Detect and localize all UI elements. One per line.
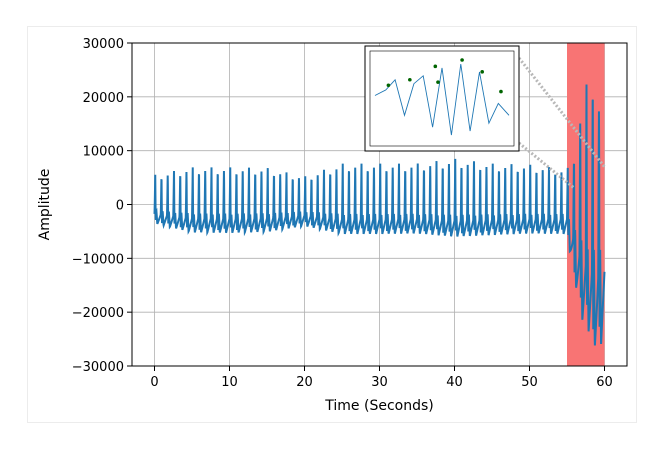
inset-marker: [499, 89, 503, 94]
y-tick-label: −10000: [72, 252, 124, 267]
inset-frame: [364, 45, 520, 152]
y-tick-label: −30000: [72, 360, 124, 375]
figure-frame: [27, 26, 637, 423]
x-tick-label: 10: [221, 375, 238, 390]
x-tick-label: 60: [596, 375, 613, 390]
inset-marker: [408, 77, 412, 82]
inset-axes: [369, 50, 515, 147]
x-axis-label: Time (Seconds): [324, 398, 433, 414]
inset-marker: [436, 80, 440, 84]
y-axis-label: Amplitude: [37, 169, 53, 241]
inset-series-line: [374, 63, 510, 136]
inset-marker: [433, 64, 438, 69]
x-tick-label: 50: [521, 375, 538, 390]
inset-marker: [480, 70, 485, 74]
x-axis: 0 10 20 30 40 50 60: [150, 366, 613, 390]
x-tick-label: 0: [150, 375, 158, 390]
y-tick-label: 0: [116, 199, 124, 214]
series-line: [153, 84, 606, 346]
y-tick-label: 20000: [83, 91, 124, 106]
inset-marker: [386, 83, 391, 88]
y-tick-label: 10000: [83, 145, 124, 160]
x-tick-label: 20: [296, 375, 313, 390]
x-tick-label: 30: [371, 375, 388, 390]
y-tick-label: 30000: [83, 37, 124, 52]
y-axis: −30000 −20000 −10000 0 10000 20000 30000: [72, 37, 132, 375]
inset: [364, 45, 520, 152]
x-tick-label: 40: [446, 375, 463, 390]
inset-marker: [460, 58, 464, 62]
inset-connectors: [517, 57, 606, 190]
y-tick-label: −20000: [72, 306, 124, 321]
inset-connector: [517, 57, 606, 168]
